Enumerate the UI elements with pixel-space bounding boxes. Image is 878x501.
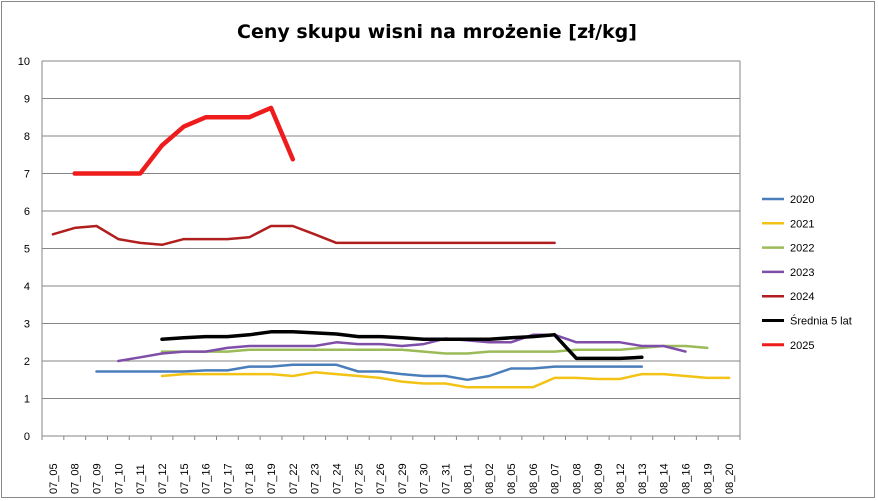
series-line-1 [160,371,731,389]
x-tick-label: 08_19 [702,463,714,494]
x-tick-label: 07_16 [201,463,213,494]
x-axis-tick-labels: 07_05 07_08 07_09 07_10 07_11 07_12 07_15 07_16… [48,463,736,494]
x-tick-label: 07_24 [331,463,343,494]
y-tick-label: 1 [24,394,30,406]
legend-label: Średnia 5 lat [790,315,852,328]
series-line-2 [160,344,709,355]
y-tick-label: 3 [24,319,30,331]
x-tick-label: 08_14 [659,463,671,494]
series-lines [51,105,731,389]
x-tick-label: 07_30 [419,463,431,494]
x-tick-label: 07_29 [397,463,409,494]
y-tick-label: 0 [24,431,30,443]
x-tick-label: 07_12 [157,463,169,494]
x-tick-label: 07_25 [353,463,365,494]
x-tick-label: 07_10 [113,463,125,494]
y-axis-tick-labels: 0 1 2 3 4 5 6 7 8 9 10 [18,56,30,443]
x-tick-label: 07_31 [441,463,453,494]
y-tick-label: 8 [24,131,30,143]
y-tick-label: 7 [24,169,30,181]
x-tick-label: 07_26 [375,463,387,494]
x-tick-label: 08_09 [593,463,605,494]
x-tick-label: 08_20 [724,463,736,494]
x-tick-label: 08_05 [506,463,518,494]
x-tick-label: 07_08 [70,463,82,494]
x-tick-label: 07_22 [288,463,300,494]
y-tick-label: 10 [18,56,30,68]
x-tick-label: 08_06 [528,463,540,494]
y-tick-label: 9 [24,94,30,106]
legend-label: 2021 [790,218,814,230]
x-tick-label: 08_12 [615,463,627,494]
x-tick-label: 07_09 [92,463,104,494]
y-tick-label: 4 [24,281,30,293]
series-line-4 [51,224,556,247]
x-tick-label: 07_17 [222,463,234,494]
x-tick-label: 08_02 [484,463,496,494]
series-line-6 [72,105,296,176]
legend-label: 2023 [790,267,814,279]
legend-label: 2025 [790,340,814,352]
y-tick-label: 6 [24,206,30,218]
x-tick-label: 07_05 [48,463,60,494]
y-tick-label: 2 [24,356,30,368]
gridlines [41,60,741,440]
y-tick-label: 5 [24,244,30,256]
x-tick-label: 07_19 [266,463,278,494]
x-tick-label: 07_18 [244,463,256,494]
legend-label: 2022 [790,243,814,255]
chart-title: Ceny skupu wisni na mrożenie [zł/kg] [237,21,637,43]
series-line-0 [95,363,644,382]
x-tick-label: 08_16 [680,463,692,494]
x-tick-label: 08_07 [550,463,562,494]
legend: 2020 2021 2022 2023 2024 Średnia 5 lat 2025 [762,194,852,352]
x-tick-label: 07_15 [179,463,191,494]
x-tick-label: 08_01 [462,463,474,494]
x-tick-label: 07_11 [135,464,147,494]
x-tick-label: 08_13 [637,463,649,494]
legend-label: 2024 [790,291,814,303]
x-tick-label: 07_23 [310,463,322,494]
legend-label: 2020 [790,194,814,206]
x-tick-label: 08_08 [571,463,583,494]
